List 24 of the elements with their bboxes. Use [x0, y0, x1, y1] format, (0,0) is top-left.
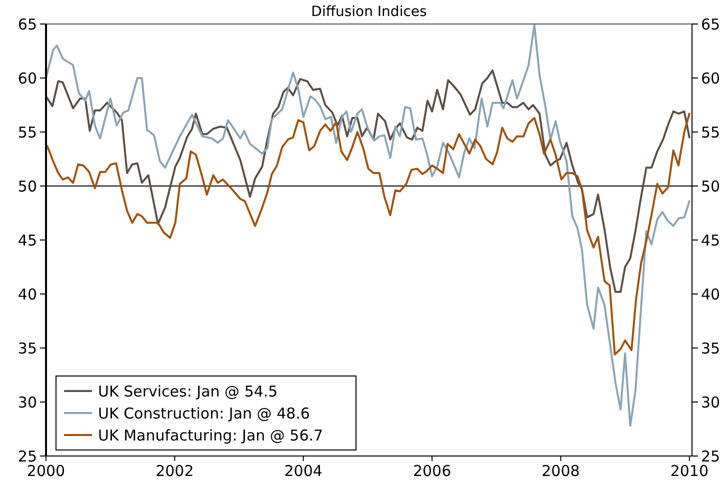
- y-tick-label: 40: [18, 285, 37, 304]
- y2-tick-label: 60: [701, 69, 720, 88]
- y-tick-label: 30: [18, 393, 37, 412]
- y2-tick-label: 40: [701, 285, 720, 304]
- y2-tick-label: 35: [701, 339, 720, 358]
- y2-tick-label: 30: [701, 393, 720, 412]
- legend-label: UK Construction: Jan @ 48.6: [98, 404, 310, 422]
- chart-title: Diffusion Indices: [311, 4, 427, 20]
- y2-tick-label: 45: [701, 231, 720, 250]
- y-tick-label: 50: [18, 177, 37, 196]
- x-tick-label: 2008: [542, 462, 580, 480]
- legend-label: UK Manufacturing: Jan @ 56.7: [98, 426, 324, 444]
- y-tick-label: 60: [18, 69, 37, 88]
- y2-tick-label: 55: [701, 123, 720, 142]
- legend-label: UK Services: Jan @ 54.5: [98, 382, 278, 400]
- y-tick-label: 65: [18, 15, 37, 34]
- y-tick-label: 55: [18, 123, 37, 142]
- x-tick-label: 2006: [412, 462, 452, 480]
- y2-tick-label: 50: [701, 177, 720, 196]
- x-tick-label: 2004: [284, 462, 322, 480]
- y-tick-label: 45: [18, 231, 37, 250]
- y-tick-label: 35: [18, 339, 37, 358]
- y2-tick-label: 65: [701, 15, 720, 34]
- x-tick-label: 2002: [156, 462, 194, 480]
